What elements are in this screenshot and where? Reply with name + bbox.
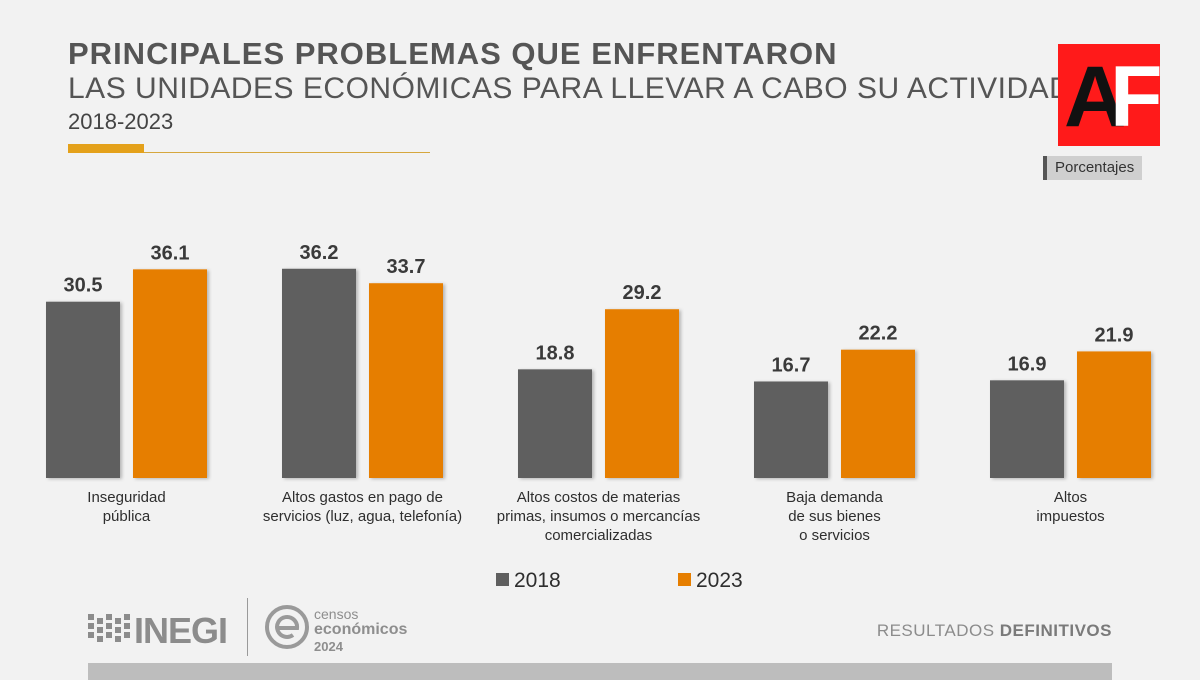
results-label-normal: RESULTADOS <box>876 621 1000 640</box>
censos-economicos-logo: censos económicos 2024 <box>314 607 407 653</box>
censos-line1: censos <box>314 606 359 622</box>
af-watermark-logo: A F <box>1058 44 1160 146</box>
legend-swatch-2023 <box>678 573 691 586</box>
bar-2018-1 <box>46 301 120 478</box>
bar-2018-4 <box>754 381 828 478</box>
category-label-1-line2: pública <box>103 508 151 525</box>
legend-label-2018: 2018 <box>514 569 561 592</box>
value-label-2023-5: 21.9 <box>1095 324 1134 346</box>
results-label: RESULTADOS DEFINITIVOS <box>877 621 1112 641</box>
value-label-2023-2: 33.7 <box>387 256 426 278</box>
bar-2023-3 <box>605 309 679 478</box>
bar-2023-1 <box>133 269 207 478</box>
censos-line2: económicos <box>314 621 408 638</box>
censos-economicos-logo-icon <box>265 605 309 649</box>
category-label-4-line2: de sus bienes <box>788 508 881 525</box>
inegi-logo-text: INEGI <box>134 610 228 651</box>
category-label-3-line3: comercializadas <box>545 527 653 544</box>
results-label-bold: DEFINITIVOS <box>999 621 1112 640</box>
bar-2018-2 <box>282 268 356 478</box>
value-label-2023-1: 36.1 <box>151 242 190 264</box>
chart-period: 2018-2023 <box>68 109 174 134</box>
value-label-2018-4: 16.7 <box>772 354 811 376</box>
category-label-2-line2: servicios (luz, agua, telefonía) <box>263 508 462 525</box>
bar-2023-5 <box>1077 351 1151 478</box>
legend-label-2023: 2023 <box>696 569 743 592</box>
bar-2023-4 <box>841 349 915 478</box>
category-label-3-line2: primas, insumos o mercancías <box>497 508 700 525</box>
value-label-2018-3: 18.8 <box>536 342 575 364</box>
value-label-2018-5: 16.9 <box>1008 353 1047 375</box>
af-logo-letter-a: A <box>1064 49 1126 145</box>
footer-bar <box>88 663 1112 680</box>
bar-2023-2 <box>369 283 443 478</box>
bar-chart: 30.5 36.1 Inseguridad pública 36.2 33.7 Altos … <box>46 242 1151 592</box>
legend-swatch-2018 <box>496 573 509 586</box>
category-label-5-line2: impuestos <box>1036 508 1104 525</box>
category-label-1-line1: Inseguridad <box>87 489 165 506</box>
value-label-2018-1: 30.5 <box>64 275 103 297</box>
category-label-3-line1: Altos costos de materias <box>517 489 680 506</box>
chart-title-line1: PRINCIPALES PROBLEMAS QUE ENFRENTARON <box>68 36 838 71</box>
category-label-5-line1: Altos <box>1054 489 1087 506</box>
bar-2018-5 <box>990 380 1064 478</box>
value-label-2018-2: 36.2 <box>300 242 339 264</box>
logo-divider <box>247 598 248 656</box>
inegi-dots-icon <box>88 614 130 642</box>
bar-2018-3 <box>518 369 592 478</box>
category-label-2-line1: Altos gastos en pago de <box>282 489 443 506</box>
category-label-4-line1: Baja demanda <box>786 489 883 506</box>
title-underline <box>68 152 430 153</box>
units-label: Porcentajes <box>1043 156 1143 180</box>
af-logo-letter-f: F <box>1110 49 1160 145</box>
value-label-2023-4: 22.2 <box>859 323 898 345</box>
chart-title-line2: LAS UNIDADES ECONÓMICAS PARA LLEVAR A CA… <box>68 72 1072 105</box>
category-label-4-line3: o servicios <box>799 527 870 544</box>
censos-line3: 2024 <box>314 639 343 654</box>
value-label-2023-3: 29.2 <box>623 282 662 304</box>
title-accent-bar <box>68 144 144 153</box>
